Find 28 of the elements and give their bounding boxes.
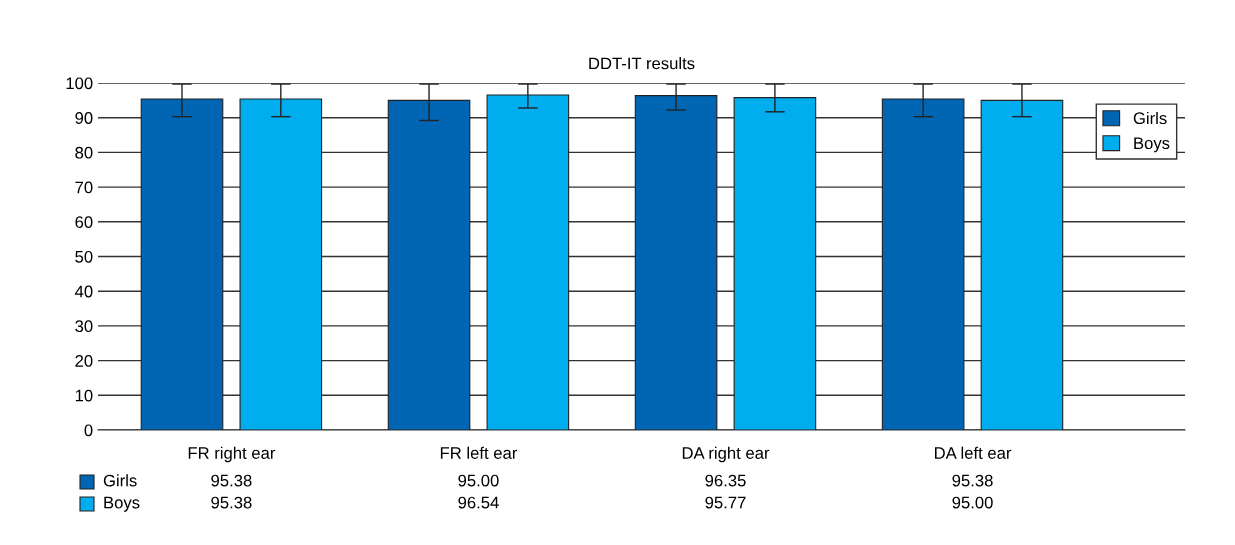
text: Boys <box>104 496 140 512</box>
y-tick-label: 50 <box>75 250 93 263</box>
y-tick-label: 60 <box>75 216 93 228</box>
x-tick-label: DA right ear <box>682 446 770 463</box>
data-label: 95.38 <box>952 474 993 487</box>
data-label: 95.00 <box>458 474 499 487</box>
data-label: 95.38 <box>211 474 252 487</box>
chart-title: DDT-IT results <box>589 57 695 70</box>
y-tick-label: 0 <box>84 424 93 437</box>
data-label: 96.54 <box>458 496 499 509</box>
y-tick-label: 30 <box>75 320 93 333</box>
text: Girls <box>1133 111 1167 125</box>
x-tick-label: DA left ear <box>935 446 1012 459</box>
y-tick-label: 100 <box>66 77 93 90</box>
data-label: 95.77 <box>705 496 746 509</box>
legend-label: Girls <box>103 474 137 487</box>
y-tick-label: 90 <box>75 112 93 124</box>
y-tick-label: 80 <box>75 146 93 159</box>
x-tick-label: FR left ear <box>440 446 518 459</box>
y-tick-label: 10 <box>75 389 93 402</box>
y-tick-label: 20 <box>75 355 93 367</box>
y-tick-label: 70 <box>75 181 93 194</box>
data-label: 95.38 <box>211 496 252 509</box>
data-label: 96.35 <box>705 474 746 487</box>
x-tick-label: FR right ear <box>188 446 276 463</box>
data-label: 95.00 <box>952 496 993 509</box>
y-tick-label: 40 <box>74 285 93 298</box>
legend-label: Boys <box>1134 137 1170 153</box>
